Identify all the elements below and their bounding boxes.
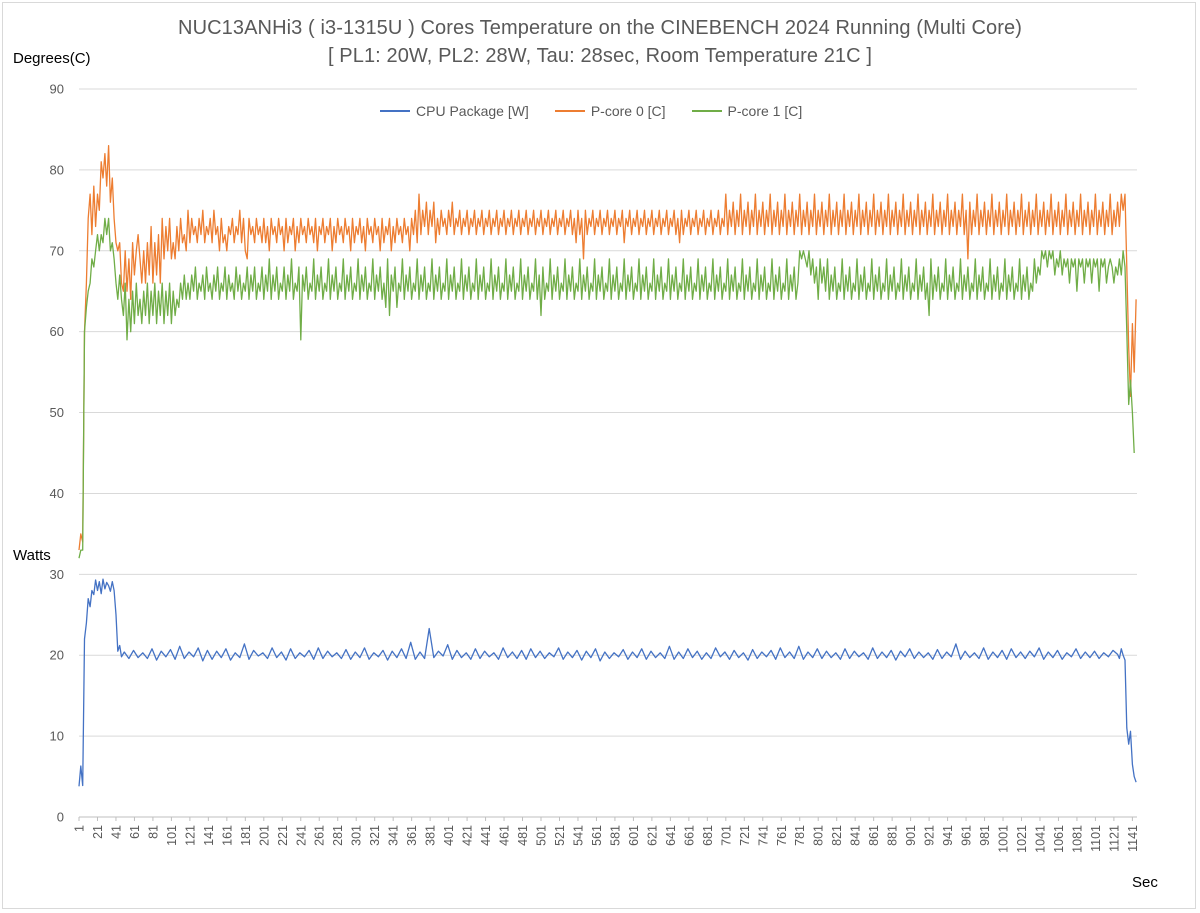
- x-tick-label: 1001: [997, 825, 1011, 853]
- legend: CPU Package [W] P-core 0 [C] P-core 1 [C…: [380, 103, 828, 119]
- y-tick-label: 90: [50, 82, 64, 97]
- x-tick-label: 481: [516, 825, 530, 846]
- y-tick-label: 0: [57, 810, 64, 825]
- x-tick-label: 1061: [1052, 825, 1066, 853]
- y-tick-label: 60: [50, 324, 64, 339]
- x-tick-label: 301: [350, 825, 364, 846]
- x-tick-label: 381: [424, 825, 438, 846]
- x-tick-label: 761: [775, 825, 789, 846]
- legend-item-cpu-package: CPU Package [W]: [380, 103, 529, 119]
- y-tick-label: 20: [50, 648, 64, 663]
- x-tick-label: 901: [904, 825, 918, 846]
- x-tick-label: 941: [941, 825, 955, 846]
- x-axis-label: Sec: [1132, 874, 1158, 891]
- x-tick-label: 541: [571, 825, 585, 846]
- x-tick-label: 161: [220, 825, 234, 846]
- series-line-cpu-package-w: [78, 578, 1137, 787]
- legend-label-p-core-1: P-core 1 [C]: [727, 103, 803, 119]
- legend-item-p-core-1: P-core 1 [C]: [691, 103, 803, 119]
- y-axis-label-watts: Watts: [13, 547, 51, 564]
- x-tick-label: 241: [294, 825, 308, 846]
- x-tick-label: 721: [738, 825, 752, 846]
- x-tick-label: 61: [128, 825, 142, 839]
- x-tick-label: 681: [701, 825, 715, 846]
- x-tick-label: 601: [627, 825, 641, 846]
- x-tick-label: 261: [313, 825, 327, 846]
- x-tick-label: 841: [849, 825, 863, 846]
- x-tick-label: 1041: [1033, 825, 1047, 853]
- x-tick-label: 781: [793, 825, 807, 846]
- legend-label-cpu-package: CPU Package [W]: [416, 103, 529, 119]
- x-tick-label: 801: [812, 825, 826, 846]
- x-tick-label: 881: [886, 825, 900, 846]
- y-tick-label: 80: [50, 162, 64, 177]
- x-tick-label: 421: [461, 825, 475, 846]
- x-tick-label: 921: [923, 825, 937, 846]
- x-tick-label: 441: [479, 825, 493, 846]
- y-tick-label: 40: [50, 486, 64, 501]
- y-tick-label: 70: [50, 243, 64, 258]
- x-tick-label: 1021: [1015, 825, 1029, 853]
- x-tick-label: 221: [276, 825, 290, 846]
- y-tick-label: 50: [50, 405, 64, 420]
- x-tick-label: 1: [73, 825, 87, 832]
- x-tick-label: 121: [183, 825, 197, 846]
- x-tick-label: 101: [165, 825, 179, 846]
- legend-swatch-p-core-0: [554, 110, 585, 112]
- x-tick-label: 981: [978, 825, 992, 846]
- legend-label-p-core-0: P-core 0 [C]: [590, 103, 666, 119]
- x-tick-label: 21: [91, 825, 105, 839]
- x-tick-label: 701: [719, 825, 733, 846]
- x-tick-label: 501: [535, 825, 549, 846]
- x-tick-label: 461: [498, 825, 512, 846]
- x-tick-label: 1141: [1126, 825, 1140, 852]
- x-tick-label: 661: [682, 825, 696, 846]
- y-tick-label: 10: [50, 729, 64, 744]
- x-tick-label: 181: [239, 825, 253, 846]
- chart-title: NUC13ANHi3 ( i3-1315U ) Cores Temperatur…: [178, 17, 1022, 39]
- x-tick-label: 621: [645, 825, 659, 846]
- x-tick-label: 321: [368, 825, 382, 846]
- series-line-p-core-1-c: [78, 217, 1135, 559]
- x-tick-label: 521: [553, 825, 567, 846]
- x-tick-label: 1081: [1070, 825, 1084, 853]
- x-tick-label: 1101: [1089, 825, 1103, 852]
- x-tick-label: 281: [331, 825, 345, 846]
- x-tick-label: 741: [756, 825, 770, 846]
- legend-item-p-core-0: P-core 0 [C]: [554, 103, 666, 119]
- x-tick-label: 961: [960, 825, 974, 846]
- x-tick-label: 201: [257, 825, 271, 846]
- x-tick-label: 561: [590, 825, 604, 846]
- x-tick-label: 81: [146, 825, 160, 839]
- y-tick-label: 30: [50, 567, 64, 582]
- chart-subtitle: [ PL1: 20W, PL2: 28W, Tau: 28sec, Room T…: [327, 45, 873, 67]
- x-tick-label: 821: [830, 825, 844, 846]
- y-axis-label-degrees: Degrees(C): [13, 50, 91, 67]
- x-tick-label: 361: [405, 825, 419, 846]
- x-tick-label: 341: [387, 825, 401, 846]
- legend-swatch-p-core-1: [691, 110, 722, 112]
- series-line-p-core-0-c: [78, 144, 1137, 551]
- legend-swatch-cpu-package: [380, 110, 410, 112]
- x-tick-label: 641: [664, 825, 678, 846]
- x-tick-label: 401: [442, 825, 456, 846]
- x-tick-label: 141: [202, 825, 216, 846]
- x-tick-label: 1121: [1107, 825, 1121, 852]
- x-tick-label: 41: [109, 825, 123, 839]
- x-tick-label: 581: [608, 825, 622, 846]
- x-tick-label: 861: [867, 825, 881, 846]
